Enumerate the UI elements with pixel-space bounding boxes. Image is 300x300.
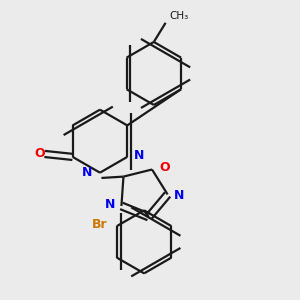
Text: Br: Br xyxy=(92,218,108,231)
Text: O: O xyxy=(159,160,170,174)
Text: N: N xyxy=(82,166,93,178)
Text: O: O xyxy=(34,148,45,160)
Text: N: N xyxy=(174,189,184,203)
Text: N: N xyxy=(134,149,144,162)
Text: N: N xyxy=(105,198,115,211)
Text: CH₃: CH₃ xyxy=(169,11,188,21)
